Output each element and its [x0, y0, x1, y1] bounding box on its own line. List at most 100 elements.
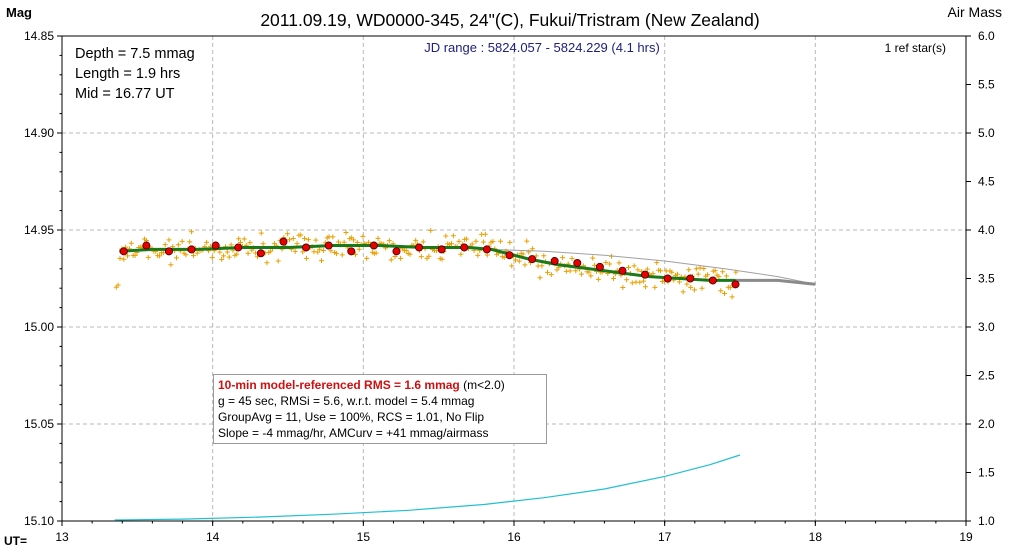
raw-point — [313, 237, 319, 243]
raw-point — [475, 252, 481, 258]
raw-point — [315, 249, 321, 255]
y-axis-ticks: 14.85 14.90 14.95 15.00 15.05 15.10 — [24, 29, 62, 528]
raw-point — [464, 236, 470, 242]
x-tick-label: 19 — [959, 530, 973, 544]
rms-condition: (m<2.0) — [459, 378, 505, 392]
raw-point — [573, 268, 579, 274]
raw-point — [626, 265, 632, 271]
length-value: Length = 1.9 hrs — [75, 66, 181, 82]
raw-point — [292, 248, 298, 254]
binned-point — [528, 255, 537, 264]
raw-point — [187, 239, 193, 245]
raw-point — [343, 230, 349, 236]
raw-point — [610, 276, 616, 282]
info-line-4: Slope = -4 mmag/hr, AMCurv = +41 mmag/ai… — [218, 426, 489, 440]
raw-point — [443, 233, 449, 239]
y2-tick-label: 4.5 — [978, 175, 995, 189]
raw-point — [586, 269, 592, 275]
raw-point — [128, 240, 134, 246]
raw-point — [658, 268, 664, 274]
raw-point — [654, 260, 660, 266]
raw-point — [686, 267, 692, 273]
raw-point — [166, 237, 172, 243]
raw-point — [482, 231, 488, 237]
binned-point — [708, 276, 717, 285]
raw-point — [676, 279, 682, 285]
raw-point — [287, 237, 293, 243]
raw-point — [162, 242, 168, 248]
raw-point — [386, 238, 392, 244]
raw-point — [507, 239, 513, 245]
y-tick-label: 14.85 — [24, 29, 54, 43]
y2-tick-label: 6.0 — [978, 29, 995, 43]
raw-point — [695, 271, 701, 277]
raw-point — [537, 275, 543, 281]
airmass-line — [114, 454, 741, 521]
y2-tick-label: 3.5 — [978, 272, 995, 286]
raw-point — [716, 274, 722, 280]
model-extension-curve — [735, 278, 816, 286]
raw-point — [403, 247, 409, 253]
ref-stars-text: 1 ref star(s) — [885, 41, 946, 55]
info-line-3: GroupAvg = 11, Use = 100%, RCS = 1.01, N… — [218, 410, 485, 424]
raw-point — [290, 235, 296, 241]
raw-point — [115, 282, 121, 288]
raw-point — [616, 260, 622, 266]
raw-point — [729, 294, 735, 300]
raw-point — [548, 272, 554, 278]
raw-point — [635, 267, 641, 273]
binned-point — [369, 241, 378, 250]
raw-point — [509, 263, 515, 269]
raw-point — [631, 263, 637, 269]
raw-point — [522, 262, 528, 268]
raw-point — [189, 229, 195, 235]
model-fit-curve — [119, 244, 736, 282]
raw-point — [691, 287, 697, 293]
raw-point — [490, 239, 496, 245]
raw-point — [688, 284, 694, 290]
airmass-curve — [114, 454, 741, 521]
raw-point — [563, 268, 569, 274]
binned-point — [573, 258, 582, 267]
raw-point — [529, 246, 535, 252]
depth-value: Depth = 7.5 mmag — [75, 46, 195, 62]
raw-point — [701, 265, 707, 271]
rms-highlight: 10-min model-referenced RMS = 1.6 mmag — [218, 378, 460, 392]
grid-lines — [62, 36, 966, 521]
binned-point — [686, 274, 695, 283]
raw-point — [375, 235, 381, 241]
raw-point — [720, 269, 726, 275]
y2-tick-label: 1.0 — [978, 514, 995, 528]
raw-point — [132, 252, 138, 258]
raw-point — [247, 240, 253, 246]
raw-point — [179, 238, 185, 244]
raw-point — [302, 235, 308, 241]
x-axis-ticks: 13 14 15 16 17 18 19 — [55, 521, 973, 544]
raw-point — [705, 272, 711, 278]
raw-point — [590, 255, 596, 261]
raw-point — [418, 254, 424, 260]
raw-point — [428, 228, 434, 234]
raw-point — [560, 255, 566, 261]
binned-point — [595, 262, 604, 271]
raw-point — [588, 273, 594, 279]
raw-point — [516, 258, 522, 264]
raw-point — [469, 241, 475, 247]
raw-point — [175, 242, 181, 248]
raw-point — [268, 248, 274, 254]
raw-point — [351, 237, 357, 243]
x-tick-label: 18 — [809, 530, 823, 544]
raw-point — [641, 278, 647, 284]
raw-point — [450, 233, 456, 239]
mid-value: Mid = 16.77 UT — [75, 86, 175, 102]
raw-point — [603, 260, 609, 266]
binned-point — [324, 241, 333, 250]
rms-info-box: 10-min model-referenced RMS = 1.6 mmag (… — [213, 374, 547, 444]
raw-point — [236, 236, 242, 242]
binned-point — [119, 247, 128, 256]
raw-point — [727, 285, 733, 291]
raw-point — [117, 255, 123, 261]
raw-point — [303, 255, 309, 261]
binned-point — [347, 247, 356, 256]
raw-point — [305, 237, 311, 243]
